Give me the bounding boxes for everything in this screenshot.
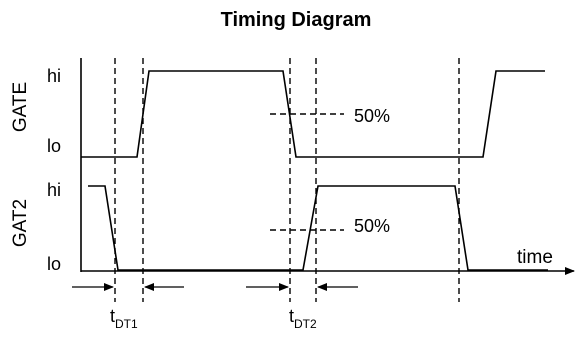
gat2-low-label: lo: [47, 254, 61, 274]
signal-label-gat2: GAT2: [10, 199, 31, 247]
gate-low-label: lo: [47, 136, 61, 156]
gat2-waveform: [88, 185, 548, 271]
gat2-high-label: hi: [47, 180, 61, 200]
dt2-label-sub: DT2: [294, 317, 317, 331]
dt1-label-main: t: [110, 306, 115, 326]
dt2-label-main: t: [289, 306, 294, 326]
dt2-label: tDT2: [289, 306, 317, 331]
gate-threshold-label: 50%: [354, 106, 390, 126]
gate-high-label: hi: [47, 66, 61, 86]
dt1-label-sub: DT1: [115, 317, 138, 331]
gat2-threshold-label: 50%: [354, 216, 390, 236]
diagram-title: Timing Diagram: [221, 9, 372, 31]
time-axis-label: time: [517, 247, 553, 268]
dt1-label: tDT1: [110, 306, 138, 331]
signal-label-gate: GATE: [10, 82, 31, 132]
